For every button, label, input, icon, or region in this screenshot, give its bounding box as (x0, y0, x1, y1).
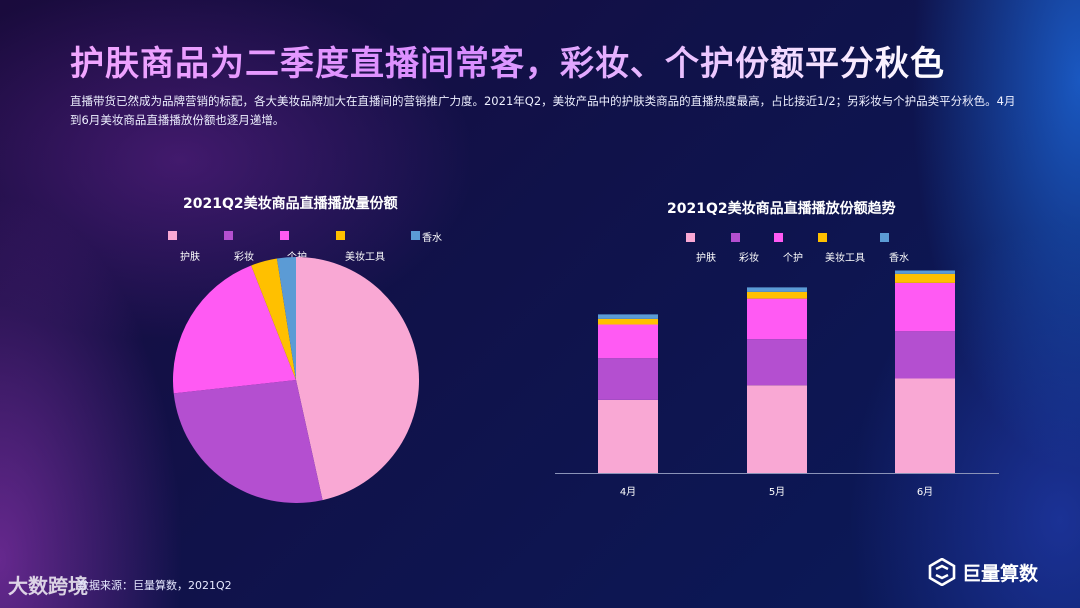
bar-legend-label: 个护 (783, 253, 803, 264)
bar-segment-个护 (747, 298, 807, 340)
bar-legend-swatch (686, 233, 695, 242)
pie-legend-label: 香水 (422, 233, 442, 244)
bar-segment-护肤 (598, 399, 658, 474)
pie-legend-swatch (336, 231, 345, 240)
pie-legend-label: 彩妆 (234, 252, 254, 263)
bar-segment-个护 (895, 282, 955, 332)
pie-legend-label: 美妆工具 (345, 252, 385, 263)
x-tick-label: 6月 (917, 486, 933, 498)
pie-legend-swatch (411, 231, 420, 240)
bar-legend-label: 美妆工具 (825, 253, 865, 264)
pie-legend-label: 护肤 (180, 252, 200, 263)
brand-logo: 巨量算数 (928, 558, 1038, 586)
page-description: 直播带货已然成为品牌营销的标配，各大美妆品牌加大在直播间的营销推广力度。2021… (70, 94, 1016, 127)
bar-segment-香水 (598, 314, 658, 319)
page-title: 护肤商品为二季度直播间常客，彩妆、个护份额平分秋色 (70, 36, 945, 85)
x-tick-label: 4月 (620, 486, 636, 498)
bar-segment-彩妆 (598, 358, 658, 400)
pie-slice-美妆工具 (251, 258, 296, 380)
bar-segment-彩妆 (895, 331, 955, 379)
pie-legend-swatch (224, 231, 233, 240)
bar-segment-护肤 (747, 385, 807, 473)
bar-legend-swatch (774, 233, 783, 242)
pie-slice-护肤 (296, 257, 420, 501)
pie-slice-香水 (276, 257, 296, 380)
bar-legend-swatch (818, 233, 827, 242)
bar-segment-个护 (598, 324, 658, 359)
bar-segment-彩妆 (747, 339, 807, 386)
bar-legend-label: 护肤 (696, 253, 716, 264)
bar-chart-title: 2021Q2美妆商品直播播放份额趋势 (667, 201, 896, 217)
pie-legend-swatch (168, 231, 177, 240)
source-note: 数据来源：巨量算数，2021Q2 (78, 579, 232, 592)
pie-slice-个护 (173, 265, 296, 394)
watermark-text: 大数跨境 (8, 574, 88, 598)
bar-segment-香水 (747, 287, 807, 292)
x-tick-label: 5月 (769, 486, 785, 498)
bar-legend-swatch (731, 233, 740, 242)
bar-segment-美妆工具 (598, 318, 658, 325)
bar-segment-美妆工具 (895, 273, 955, 283)
bar-legend-label: 香水 (889, 253, 909, 264)
bar-legend-label: 彩妆 (739, 253, 759, 264)
bar-segment-香水 (895, 270, 955, 274)
bar-segment-美妆工具 (747, 291, 807, 299)
bar-legend-swatch (880, 233, 889, 242)
hexagon-logo-icon (928, 558, 956, 586)
pie-slice-彩妆 (173, 380, 323, 504)
bar-segment-护肤 (895, 378, 955, 473)
pie-chart-title: 2021Q2美妆商品直播播放量份额 (183, 196, 398, 212)
pie-legend-swatch (280, 231, 289, 240)
brand-name: 巨量算数 (962, 562, 1039, 585)
